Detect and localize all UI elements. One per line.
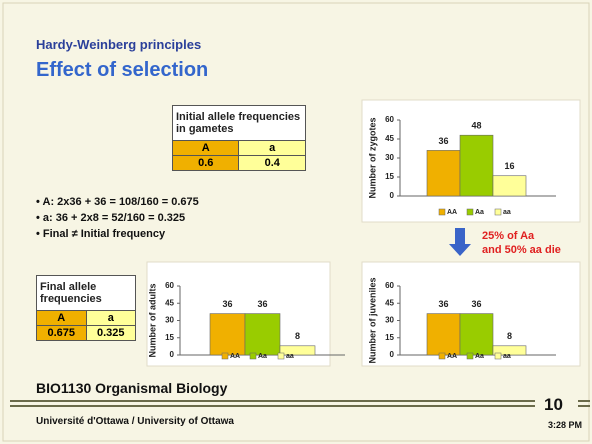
- cell: 0.6: [171, 155, 240, 171]
- y-tick-label: 0: [390, 191, 395, 200]
- legend-swatch: [438, 352, 446, 360]
- value-label: 36: [438, 299, 448, 309]
- y-tick-label: 0: [390, 350, 395, 359]
- legend-swatch: [494, 208, 502, 216]
- legend-label: Aa: [475, 209, 484, 216]
- value-label: 36: [438, 136, 448, 146]
- annotation: 25% of Aa and 50% aa die: [482, 229, 561, 257]
- legend-label: AA: [230, 353, 240, 360]
- university: Université d'Ottawa / University of Otta…: [36, 416, 234, 427]
- legend-label: aa: [286, 353, 294, 360]
- y-tick-label: 60: [165, 281, 174, 290]
- bar: [426, 150, 461, 197]
- cell: A: [171, 140, 240, 156]
- table-header: Final allele frequencies: [36, 275, 136, 311]
- bar: [209, 313, 246, 356]
- bullets: • A: 2x36 + 36 = 108/160 = 0.675 • a: 36…: [36, 194, 199, 242]
- value-label: 8: [295, 331, 300, 341]
- y-tick-label: 0: [170, 350, 175, 359]
- cell: a: [238, 140, 306, 156]
- time: 3:28 PM: [548, 420, 583, 430]
- y-tick-label: 15: [165, 333, 174, 342]
- y-axis-label: Number of zygotes: [367, 117, 377, 198]
- cell: 0.325: [85, 325, 136, 341]
- subtitle: Effect of selection: [36, 59, 209, 81]
- y-tick-label: 15: [385, 333, 394, 342]
- bar: [459, 134, 494, 197]
- bar: [279, 345, 316, 356]
- value-label: 36: [257, 299, 267, 309]
- value-label: 36: [471, 299, 481, 309]
- bar: [426, 313, 461, 356]
- cell: 0.4: [238, 155, 306, 171]
- value-label: 8: [507, 331, 512, 341]
- legend-swatch: [249, 352, 257, 360]
- legend-label: AA: [447, 209, 457, 216]
- y-axis-label: Number of juveniles: [367, 277, 377, 363]
- legend-swatch: [494, 352, 502, 360]
- bar: [492, 175, 527, 197]
- legend-swatch: [466, 208, 474, 216]
- annotation-line: 25% of Aa: [482, 230, 535, 242]
- legend-label: aa: [503, 353, 511, 360]
- table-header: Initial allele frequencies in gametes: [172, 105, 306, 141]
- value-label: 16: [504, 161, 514, 171]
- y-tick-label: 45: [385, 298, 394, 307]
- legend-label: AA: [447, 353, 457, 360]
- bullet: • A: 2x36 + 36 = 108/160 = 0.675: [36, 196, 199, 208]
- legend-swatch: [277, 352, 285, 360]
- cell: A: [36, 310, 87, 326]
- bar: [492, 345, 527, 356]
- course: BIO1130 Organismal Biology: [36, 380, 228, 396]
- legend-swatch: [466, 352, 474, 360]
- y-axis-label: Number of adults: [147, 283, 157, 357]
- value-label: 36: [222, 299, 232, 309]
- y-tick-label: 30: [385, 316, 394, 325]
- annotation-line: and 50% aa die: [482, 244, 561, 256]
- y-tick-label: 30: [165, 316, 174, 325]
- y-tick-label: 45: [165, 298, 174, 307]
- y-tick-label: 45: [385, 134, 394, 143]
- page-number: 10: [544, 395, 563, 414]
- y-tick-label: 15: [385, 172, 394, 181]
- legend-label: Aa: [258, 353, 267, 360]
- value-label: 48: [471, 121, 481, 131]
- legend-swatch: [221, 352, 229, 360]
- bullet: • a: 36 + 2x8 = 52/160 = 0.325: [36, 212, 186, 224]
- title: Hardy-Weinberg principles: [36, 37, 202, 52]
- bar: [459, 313, 494, 356]
- cell: 0.675: [36, 325, 87, 341]
- legend-swatch: [438, 208, 446, 216]
- cell: a: [85, 310, 136, 326]
- arrow: [449, 228, 471, 256]
- y-tick-label: 60: [385, 281, 394, 290]
- bar: [244, 313, 281, 356]
- legend-label: aa: [503, 209, 511, 216]
- legend-label: Aa: [475, 353, 484, 360]
- bullet: • Final ≠ Initial frequency: [36, 228, 166, 240]
- y-tick-label: 30: [385, 153, 394, 162]
- y-tick-label: 60: [385, 115, 394, 124]
